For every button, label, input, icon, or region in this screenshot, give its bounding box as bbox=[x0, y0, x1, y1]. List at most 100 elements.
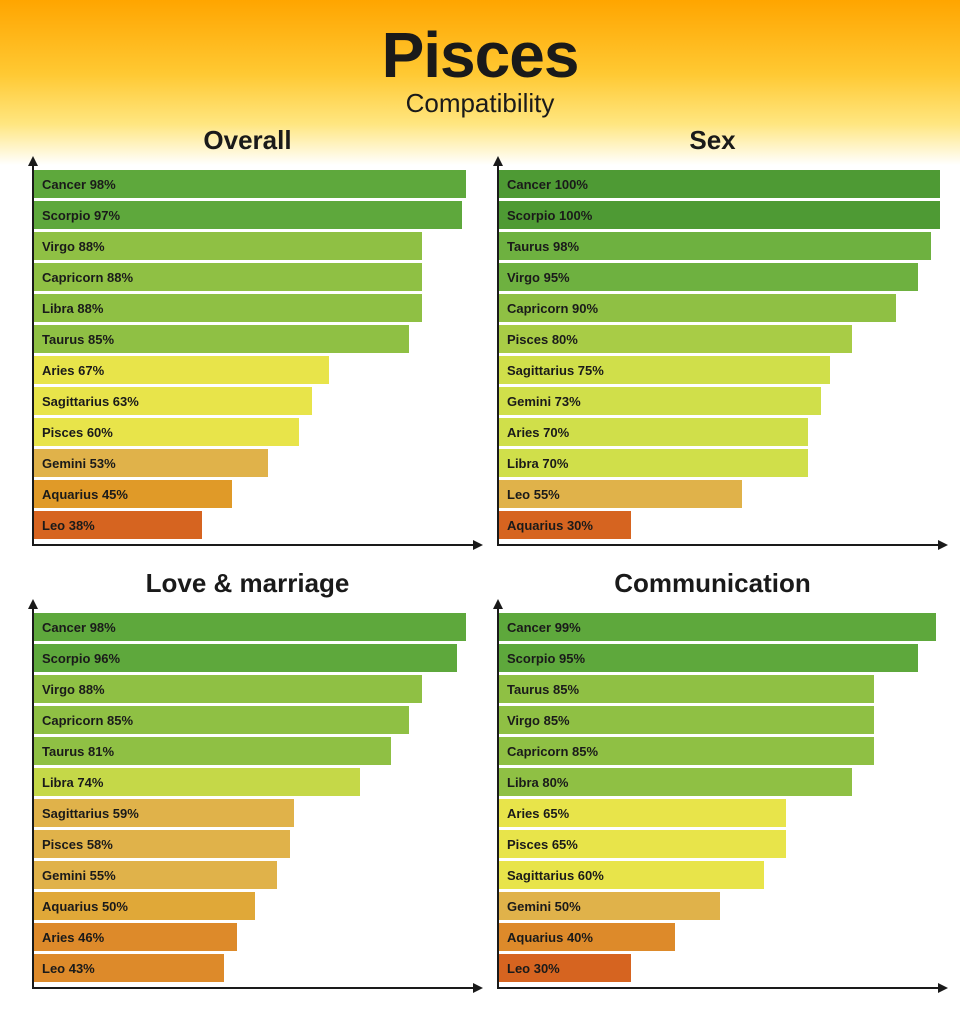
bar-row: Gemini 53% bbox=[34, 449, 475, 477]
x-axis bbox=[497, 987, 946, 989]
bar-row: Sagittarius 59% bbox=[34, 799, 475, 827]
bar: Leo 55% bbox=[499, 480, 742, 508]
bar-row: Capricorn 88% bbox=[34, 263, 475, 291]
chart-communication: Communication Cancer 99% Scorpio 95% Tauru… bbox=[485, 568, 940, 1001]
chart-title: Overall bbox=[20, 125, 475, 156]
chart-axes: Cancer 98% Scorpio 97% Virgo 88% Capricorn … bbox=[20, 164, 475, 558]
bar-row: Virgo 95% bbox=[499, 263, 940, 291]
bar: Sagittarius 63% bbox=[34, 387, 312, 415]
bar-row: Scorpio 95% bbox=[499, 644, 940, 672]
bar-row: Aries 67% bbox=[34, 356, 475, 384]
bar-row: Capricorn 85% bbox=[499, 737, 940, 765]
bar: Capricorn 85% bbox=[34, 706, 409, 734]
bar-row: Aquarius 45% bbox=[34, 480, 475, 508]
page-title: Pisces bbox=[0, 18, 960, 92]
bar: Libra 88% bbox=[34, 294, 422, 322]
page-subtitle: Compatibility bbox=[0, 88, 960, 119]
bar: Pisces 80% bbox=[499, 325, 852, 353]
bar-row: Taurus 98% bbox=[499, 232, 940, 260]
bar-row: Cancer 99% bbox=[499, 613, 940, 641]
bar-row: Gemini 73% bbox=[499, 387, 940, 415]
bar: Sagittarius 59% bbox=[34, 799, 294, 827]
x-axis bbox=[497, 544, 946, 546]
chart-axes: Cancer 99% Scorpio 95% Taurus 85% Virgo 85%… bbox=[485, 607, 940, 1001]
bar: Aquarius 50% bbox=[34, 892, 255, 920]
bar-row: Gemini 55% bbox=[34, 861, 475, 889]
chart-sex: Sex Cancer 100% Scorpio 100% Taurus 98% Vir… bbox=[485, 125, 940, 558]
bar: Capricorn 88% bbox=[34, 263, 422, 291]
bar-row: Scorpio 96% bbox=[34, 644, 475, 672]
bar: Taurus 98% bbox=[499, 232, 931, 260]
bar: Cancer 99% bbox=[499, 613, 936, 641]
bar: Cancer 100% bbox=[499, 170, 940, 198]
bar-row: Cancer 98% bbox=[34, 613, 475, 641]
bar: Leo 38% bbox=[34, 511, 202, 539]
bar-row: Libra 70% bbox=[499, 449, 940, 477]
bar-container: Cancer 98% Scorpio 97% Virgo 88% Capricorn … bbox=[34, 164, 475, 544]
bar: Pisces 60% bbox=[34, 418, 299, 446]
bar-row: Aquarius 30% bbox=[499, 511, 940, 539]
bar-row: Sagittarius 75% bbox=[499, 356, 940, 384]
bar-row: Aquarius 50% bbox=[34, 892, 475, 920]
bar: Cancer 98% bbox=[34, 613, 466, 641]
bar: Aquarius 40% bbox=[499, 923, 675, 951]
bar-row: Cancer 100% bbox=[499, 170, 940, 198]
bar: Gemini 53% bbox=[34, 449, 268, 477]
bar-row: Sagittarius 60% bbox=[499, 861, 940, 889]
x-axis bbox=[32, 987, 481, 989]
bar-row: Taurus 81% bbox=[34, 737, 475, 765]
bar-row: Libra 80% bbox=[499, 768, 940, 796]
bar-container: Cancer 99% Scorpio 95% Taurus 85% Virgo 85%… bbox=[499, 607, 940, 987]
bar-row: Scorpio 100% bbox=[499, 201, 940, 229]
bar: Aries 65% bbox=[499, 799, 786, 827]
bar: Gemini 73% bbox=[499, 387, 821, 415]
bar: Aquarius 45% bbox=[34, 480, 232, 508]
bar: Pisces 58% bbox=[34, 830, 290, 858]
bar: Taurus 81% bbox=[34, 737, 391, 765]
bar-row: Aquarius 40% bbox=[499, 923, 940, 951]
bar-row: Gemini 50% bbox=[499, 892, 940, 920]
bar-row: Capricorn 85% bbox=[34, 706, 475, 734]
bar-row: Scorpio 97% bbox=[34, 201, 475, 229]
bar-row: Libra 74% bbox=[34, 768, 475, 796]
chart-axes: Cancer 98% Scorpio 96% Virgo 88% Capricorn … bbox=[20, 607, 475, 1001]
bar-row: Leo 30% bbox=[499, 954, 940, 982]
bar-row: Pisces 65% bbox=[499, 830, 940, 858]
bar: Taurus 85% bbox=[34, 325, 409, 353]
bar-row: Leo 43% bbox=[34, 954, 475, 982]
bar: Scorpio 100% bbox=[499, 201, 940, 229]
bar-row: Capricorn 90% bbox=[499, 294, 940, 322]
bar: Scorpio 95% bbox=[499, 644, 918, 672]
x-axis bbox=[32, 544, 481, 546]
bar-container: Cancer 100% Scorpio 100% Taurus 98% Virgo 9… bbox=[499, 164, 940, 544]
bar: Aries 70% bbox=[499, 418, 808, 446]
bar-row: Virgo 88% bbox=[34, 232, 475, 260]
bar: Capricorn 85% bbox=[499, 737, 874, 765]
chart-grid: Overall Cancer 98%Scorpio 97%Virgo 88%Ca… bbox=[0, 125, 960, 1021]
bar: Sagittarius 75% bbox=[499, 356, 830, 384]
bar-row: Sagittarius 63% bbox=[34, 387, 475, 415]
bar-row: Virgo 88% bbox=[34, 675, 475, 703]
bar: Libra 74% bbox=[34, 768, 360, 796]
chart-title: Sex bbox=[485, 125, 940, 156]
bar: Libra 70% bbox=[499, 449, 808, 477]
bar: Gemini 55% bbox=[34, 861, 277, 889]
bar: Aries 67% bbox=[34, 356, 329, 384]
bar: Virgo 85% bbox=[499, 706, 874, 734]
bar: Leo 43% bbox=[34, 954, 224, 982]
bar: Virgo 88% bbox=[34, 232, 422, 260]
bar-row: Libra 88% bbox=[34, 294, 475, 322]
bar-container: Cancer 98% Scorpio 96% Virgo 88% Capricorn … bbox=[34, 607, 475, 987]
bar: Pisces 65% bbox=[499, 830, 786, 858]
chart-title: Communication bbox=[485, 568, 940, 599]
bar-row: Taurus 85% bbox=[499, 675, 940, 703]
bar-row: Aries 70% bbox=[499, 418, 940, 446]
bar: Gemini 50% bbox=[499, 892, 720, 920]
bar-row: Pisces 80% bbox=[499, 325, 940, 353]
bar: Cancer 98% bbox=[34, 170, 466, 198]
bar-row: Pisces 60% bbox=[34, 418, 475, 446]
bar: Virgo 88% bbox=[34, 675, 422, 703]
chart-love-marriage: Love & marriage Cancer 98%Scorpio 96%Vir… bbox=[20, 568, 475, 1001]
chart-axes: Cancer 100% Scorpio 100% Taurus 98% Virgo 9… bbox=[485, 164, 940, 558]
bar: Aquarius 30% bbox=[499, 511, 631, 539]
